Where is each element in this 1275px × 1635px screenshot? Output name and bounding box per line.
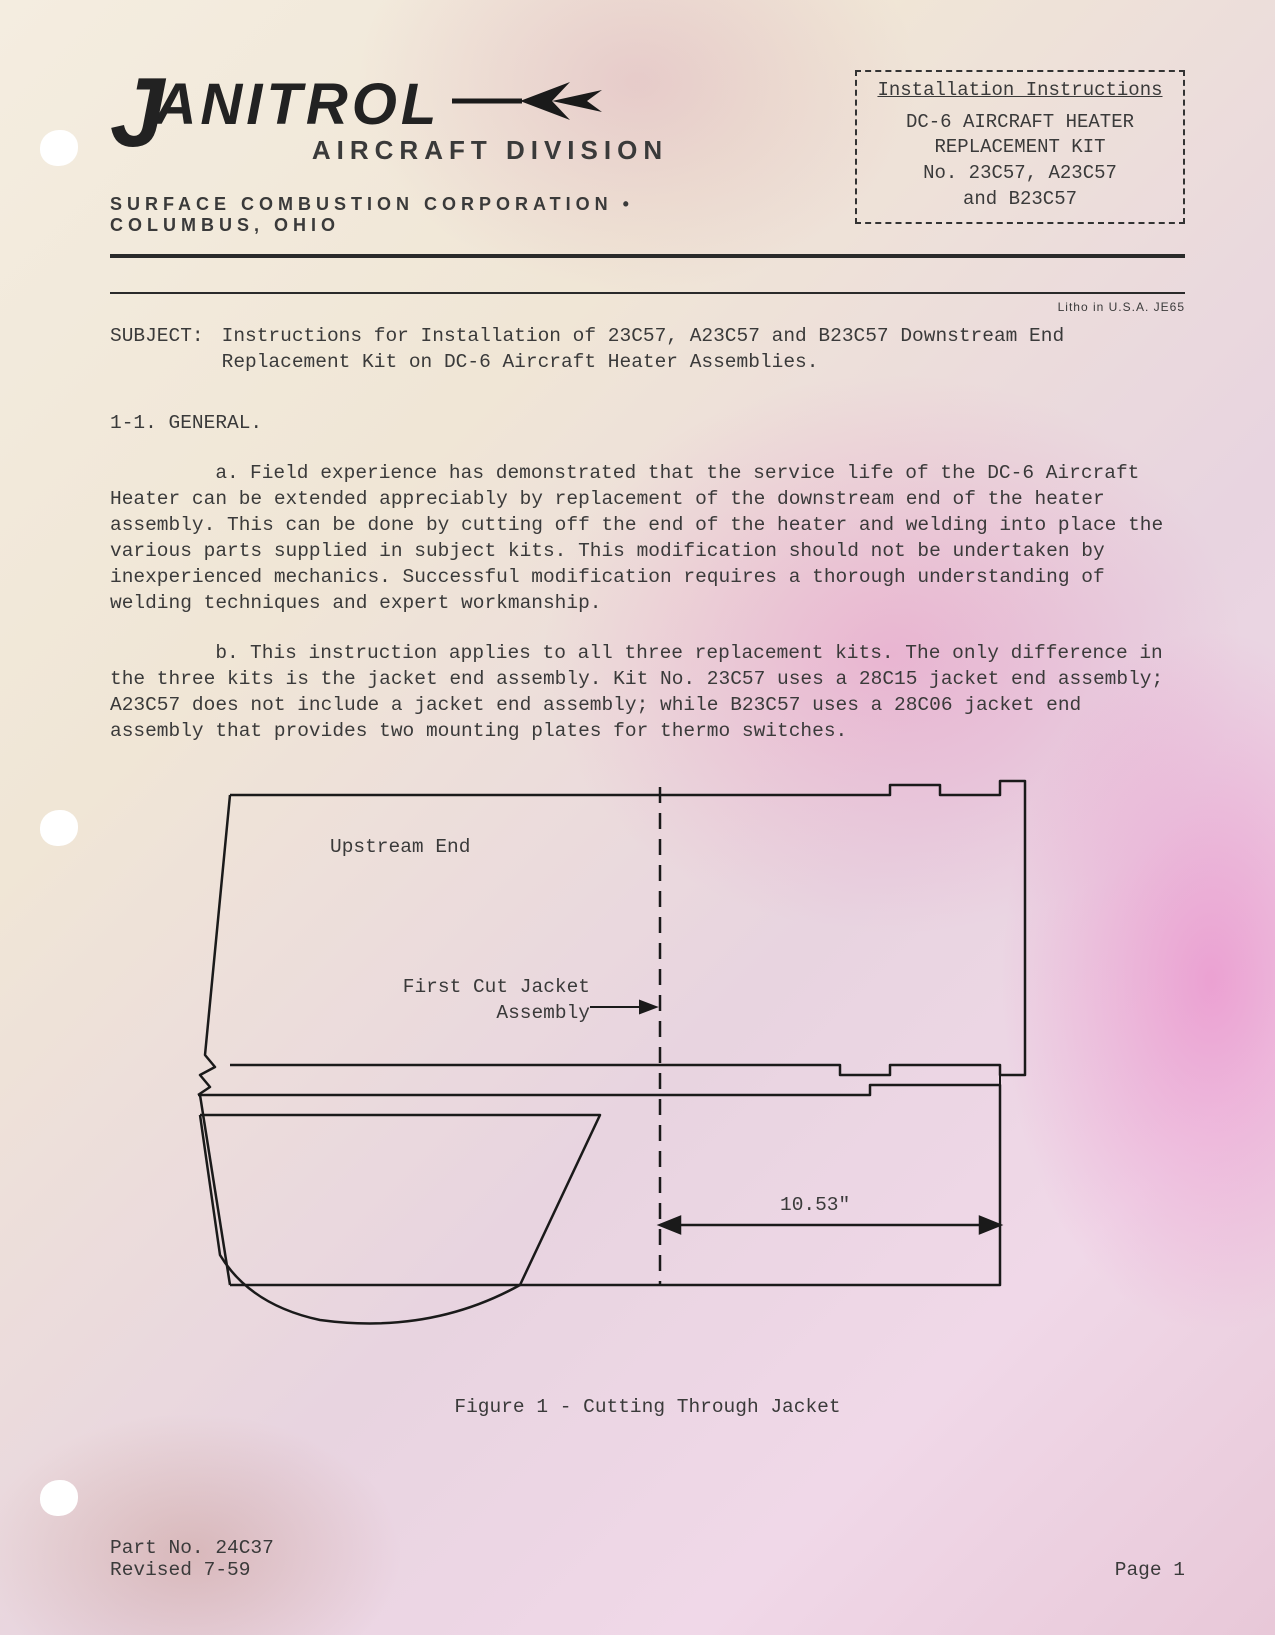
paragraph-a: a.Field experience has demonstrated that… — [110, 461, 1185, 617]
paragraph-b: b.This instruction applies to all three … — [110, 641, 1185, 745]
part-number: Part No. 24C37 — [110, 1537, 274, 1559]
subject-row: SUBJECT: Instructions for Installation o… — [110, 324, 1185, 376]
brand-text: ANITROL — [155, 71, 441, 138]
page-number: Page 1 — [1115, 1559, 1185, 1581]
label-first-cut: First Cut Jacket Assembly — [390, 975, 590, 1027]
infobox-line: DC-6 AIRCRAFT HEATER — [906, 111, 1134, 133]
dimension-value: 10.53" — [780, 1193, 850, 1219]
infobox-line: No. 23C57, A23C57 — [923, 162, 1117, 184]
page-footer: Part No. 24C37 Revised 7-59 Page 1 — [110, 1537, 1185, 1581]
figure-1: Upstream End First Cut Jacket Assembly 1… — [170, 775, 1050, 1375]
label-upstream: Upstream End — [330, 835, 470, 861]
para-letter: b. — [110, 641, 250, 667]
arrow-icon — [452, 76, 602, 126]
figure-caption: Figure 1 - Cutting Through Jacket — [110, 1395, 1185, 1421]
logo-block: J ANITROL AIRCRAFT DIVISION SURFACE COMB… — [110, 70, 730, 236]
revision-date: Revised 7-59 — [110, 1559, 250, 1581]
para-letter: a. — [110, 461, 250, 487]
header-row: J ANITROL AIRCRAFT DIVISION SURFACE COMB… — [110, 70, 1185, 236]
punch-hole — [40, 810, 78, 846]
infobox-title: Installation Instructions — [867, 78, 1173, 104]
page-container: J ANITROL AIRCRAFT DIVISION SURFACE COMB… — [0, 0, 1275, 1635]
punch-hole — [40, 130, 78, 166]
content-body: SUBJECT: Instructions for Installation o… — [110, 324, 1185, 1421]
punch-hole — [40, 1480, 78, 1516]
divider-rule — [110, 292, 1185, 294]
company-line: SURFACE COMBUSTION CORPORATION • COLUMBU… — [110, 194, 730, 236]
infobox-line: REPLACEMENT KIT — [934, 136, 1105, 158]
litho-imprint: Litho in U.S.A. JE65 — [110, 300, 1185, 314]
jacket-diagram — [170, 775, 1050, 1335]
infobox-line: and B23C57 — [963, 188, 1077, 210]
infobox: Installation Instructions DC-6 AIRCRAFT … — [855, 70, 1185, 224]
brand-logo: J ANITROL — [110, 70, 730, 139]
subject-text: Instructions for Installation of 23C57, … — [222, 324, 1185, 376]
para-text: This instruction applies to all three re… — [110, 642, 1163, 742]
para-text: Field experience has demonstrated that t… — [110, 462, 1163, 614]
subject-label: SUBJECT: — [110, 324, 204, 376]
footer-left: Part No. 24C37 Revised 7-59 — [110, 1537, 274, 1581]
section-heading: 1-1. GENERAL. — [110, 411, 1185, 437]
header-rule — [110, 254, 1185, 258]
logo-subline: AIRCRAFT DIVISION — [250, 135, 730, 166]
brand-big-letter: J — [110, 78, 169, 147]
